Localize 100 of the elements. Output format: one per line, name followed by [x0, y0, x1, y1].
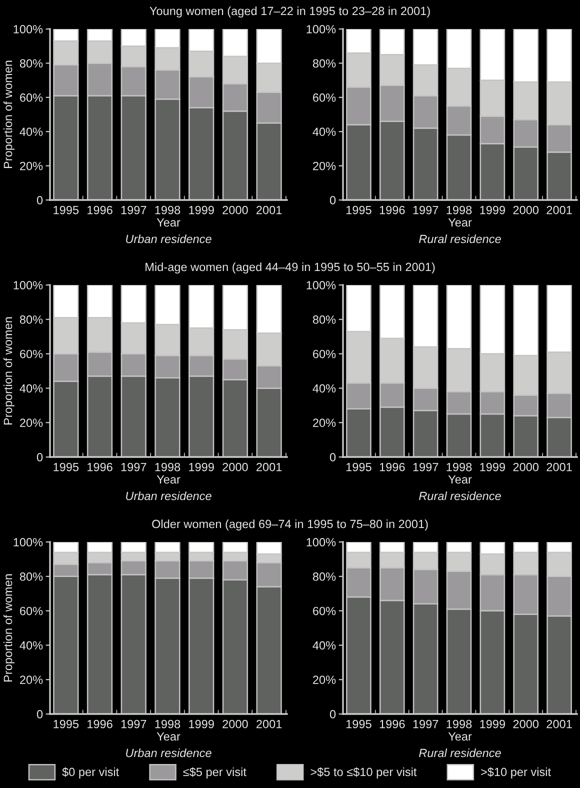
y-tick-label: 40%	[312, 384, 336, 393]
x-tick-label: 1996	[380, 720, 405, 728]
x-axis-title: Year	[448, 732, 472, 741]
x-tick-label: 2000	[222, 206, 248, 214]
x-tick-label: 1997	[121, 206, 146, 214]
x-tick-label: 1997	[413, 462, 438, 472]
x-tick-label: 1996	[380, 206, 405, 214]
text: Rural residence	[419, 492, 501, 500]
y-tick-label: 80%	[312, 59, 336, 68]
y-tick-label: 80%	[20, 59, 43, 68]
y-tick-label: 40%	[312, 641, 336, 650]
x-tick-label: 1995	[54, 462, 79, 472]
y-tick-label: 80%	[20, 572, 43, 581]
y-tick-label: 100%	[306, 281, 336, 290]
x-tick-label: 2000	[513, 720, 539, 728]
legend-label: ≤$5 per visit	[183, 767, 246, 778]
text: Rural residence	[419, 748, 501, 758]
x-tick-label: 1998	[155, 720, 180, 728]
x-tick-label: 1999	[480, 206, 505, 214]
chart-title: Older women (aged 69–74 in 1995 to 75–80 in 2001)	[152, 519, 428, 531]
y-tick-label: 40%	[312, 128, 336, 136]
x-tick-label: 1996	[88, 720, 112, 728]
y-tick-label: 20%	[313, 418, 336, 427]
y-tick-label: 20%	[313, 676, 336, 684]
y-tick-label: 0	[330, 453, 336, 462]
x-tick-label: 2001	[256, 720, 282, 728]
y-tick-label: 40%	[20, 641, 43, 650]
x-tick-label: 2001	[546, 720, 572, 728]
x-tick-label: 2000	[513, 206, 539, 214]
legend-label: >$10 per visit	[481, 767, 551, 778]
x-axis-title: Year	[448, 218, 472, 227]
x-tick-label: 1997	[121, 462, 146, 472]
x-tick-label: 1998	[155, 206, 180, 214]
text: Urban residence	[126, 748, 212, 758]
y-tick-label: 60%	[20, 606, 43, 616]
y-tick-label: 0	[36, 196, 43, 204]
y-axis-title: Proportion of women	[4, 60, 14, 168]
text: Rural residence	[419, 234, 501, 244]
x-tick-label: 2001	[256, 206, 282, 214]
y-axis-title: Proportion of women	[4, 317, 14, 424]
x-tick-label: 1997	[121, 720, 146, 728]
chart-title: Young women (aged 17–22 in 1995 to 23–28 in 2001)	[150, 6, 430, 18]
legend-label: >$5 to ≤$10 per visit	[310, 767, 417, 778]
x-tick-label: 1998	[446, 206, 472, 214]
x-tick-label: 1995	[54, 206, 79, 214]
x-tick-label: 1998	[446, 720, 472, 728]
y-tick-label: 40%	[20, 128, 43, 136]
text: Urban residence	[126, 492, 212, 500]
x-tick-label: 2000	[222, 462, 248, 472]
x-axis-title: Year	[448, 475, 472, 484]
x-tick-label: 1995	[346, 462, 372, 472]
y-tick-label: 0	[330, 710, 336, 718]
text: Urban residence	[126, 234, 212, 244]
x-tick-label: 2001	[546, 206, 572, 214]
x-axis-title: Year	[156, 218, 180, 227]
x-tick-label: 1996	[380, 462, 405, 472]
y-tick-label: 20%	[313, 162, 336, 170]
y-tick-label: 100%	[14, 25, 43, 34]
y-tick-label: 100%	[14, 538, 43, 546]
x-tick-label: 1999	[189, 206, 214, 214]
x-tick-label: 2000	[513, 462, 539, 472]
x-tick-label: 1996	[88, 206, 112, 214]
y-tick-label: 60%	[20, 93, 43, 102]
y-tick-label: 100%	[306, 25, 336, 34]
x-tick-label: 1999	[189, 462, 214, 472]
y-tick-label: 60%	[313, 606, 336, 616]
y-tick-label: 0	[36, 453, 43, 462]
x-tick-label: 2000	[222, 720, 248, 728]
x-tick-label: 1999	[189, 720, 214, 728]
y-tick-label: 100%	[14, 281, 43, 290]
x-tick-label: 1999	[480, 720, 505, 728]
y-tick-label: 100%	[306, 538, 336, 546]
x-axis-title: Year	[156, 475, 180, 484]
y-tick-label: 20%	[20, 162, 43, 170]
x-tick-label: 1995	[54, 720, 79, 728]
x-tick-label: 1997	[413, 720, 438, 728]
chart-title: Mid-age women (aged 44–49 in 1995 to 50–55 in 2001)	[146, 262, 435, 274]
x-axis-title: Year	[156, 732, 180, 741]
y-tick-label: 40%	[20, 384, 43, 393]
y-tick-label: 80%	[312, 572, 336, 581]
y-tick-label: 80%	[312, 315, 336, 324]
y-tick-label: 0	[330, 196, 336, 204]
legend-label: $0 per visit	[62, 767, 120, 778]
y-tick-label: 20%	[20, 418, 43, 427]
y-tick-label: 80%	[20, 315, 43, 324]
x-tick-label: 1998	[155, 462, 180, 472]
x-tick-label: 1999	[480, 462, 505, 472]
x-tick-label: 2001	[546, 462, 572, 472]
y-axis-title: Proportion of women	[4, 574, 14, 682]
x-tick-label: 1998	[446, 462, 472, 472]
y-tick-label: 0	[36, 710, 43, 718]
y-tick-label: 20%	[20, 676, 43, 684]
x-tick-label: 1995	[346, 206, 372, 214]
x-tick-label: 1997	[413, 206, 438, 214]
y-tick-label: 60%	[20, 350, 43, 358]
x-tick-label: 2001	[256, 462, 282, 472]
x-tick-label: 1996	[88, 462, 112, 472]
y-tick-label: 60%	[313, 93, 336, 102]
x-tick-label: 1995	[346, 720, 372, 728]
y-tick-label: 60%	[313, 350, 336, 358]
